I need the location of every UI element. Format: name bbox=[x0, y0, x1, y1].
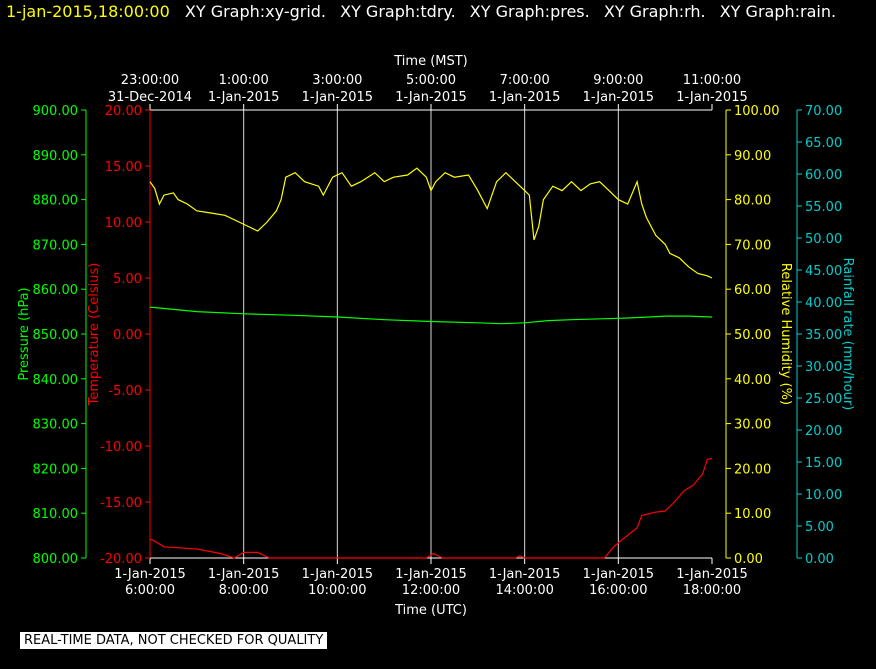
graph-title-rain: XY Graph:rain. bbox=[719, 2, 837, 21]
timestamp: 1-jan-2015,18:00:00 bbox=[6, 2, 170, 21]
x-tick-label-top-time: 9:00:00 bbox=[593, 73, 643, 88]
graph-title-xy-grid: XY Graph:xy-grid. bbox=[184, 2, 327, 21]
humidity-tick-label: 90.00 bbox=[734, 149, 771, 164]
rain-tick-label: 45.00 bbox=[805, 264, 842, 279]
pressure-tick-label: 850.00 bbox=[33, 328, 79, 343]
rain-tick-label: 40.00 bbox=[805, 296, 842, 311]
temperature-tick-label: 0.00 bbox=[113, 328, 142, 343]
x-tick-label-top-date: 1-Jan-2015 bbox=[395, 90, 467, 105]
pressure-tick-label: 840.00 bbox=[33, 373, 79, 388]
x-tick-label-top-time: 7:00:00 bbox=[500, 73, 550, 88]
temperature-tick-label: 10.00 bbox=[105, 216, 142, 231]
pressure-tick-label: 810.00 bbox=[33, 507, 79, 522]
x-tick-label-date: 1-Jan-2015 bbox=[395, 567, 467, 582]
temperature-tick-label: -5.00 bbox=[108, 384, 142, 399]
temperature-tick-label: -20.00 bbox=[100, 552, 142, 567]
x-axis-label-bottom: Time (UTC) bbox=[394, 603, 467, 618]
humidity-tick-label: 50.00 bbox=[734, 328, 771, 343]
rain-tick-label: 30.00 bbox=[805, 360, 842, 375]
humidity-tick-label: 10.00 bbox=[734, 507, 771, 522]
x-tick-label-time: 14:00:00 bbox=[495, 583, 553, 598]
series-line-tdry bbox=[149, 457, 713, 559]
x-tick-label-top-time: 5:00:00 bbox=[406, 73, 456, 88]
pressure-axis-label: Pressure (hPa) bbox=[17, 287, 32, 380]
humidity-tick-label: 60.00 bbox=[734, 283, 771, 298]
pressure-tick-label: 900.00 bbox=[33, 104, 79, 119]
x-tick-label-top-time: 11:00:00 bbox=[683, 73, 741, 88]
humidity-tick-label: 80.00 bbox=[734, 194, 771, 209]
graph-title-tdry: XY Graph:tdry. bbox=[340, 2, 456, 21]
x-axis-label-top: Time (MST) bbox=[393, 54, 468, 69]
x-tick-label-top-time: 1:00:00 bbox=[219, 73, 269, 88]
x-tick-label-date: 1-Jan-2015 bbox=[302, 567, 374, 582]
temperature-tick-label: 20.00 bbox=[105, 104, 142, 119]
x-tick-label-top-time: 23:00:00 bbox=[121, 73, 179, 88]
x-tick-label-date: 1-Jan-2015 bbox=[583, 567, 655, 582]
series-line-pres bbox=[149, 306, 713, 325]
rain-tick-label: 60.00 bbox=[805, 168, 842, 183]
x-tick-label-top-time: 3:00:00 bbox=[312, 73, 362, 88]
temperature-tick-label: -10.00 bbox=[100, 440, 142, 455]
pressure-tick-label: 820.00 bbox=[33, 462, 79, 477]
x-tick-label-time: 18:00:00 bbox=[683, 583, 741, 598]
rain-tick-label: 50.00 bbox=[805, 232, 842, 247]
rain-tick-label: 5.00 bbox=[805, 520, 834, 535]
pressure-tick-label: 870.00 bbox=[33, 238, 79, 253]
rain-tick-label: 20.00 bbox=[805, 424, 842, 439]
rain-tick-label: 10.00 bbox=[805, 488, 842, 503]
x-tick-label-time: 16:00:00 bbox=[589, 583, 647, 598]
rain-tick-label: 25.00 bbox=[805, 392, 842, 407]
x-tick-label-date: 1-Jan-2015 bbox=[489, 567, 561, 582]
pressure-tick-label: 890.00 bbox=[33, 149, 79, 164]
x-tick-label-time: 10:00:00 bbox=[308, 583, 366, 598]
humidity-tick-label: 40.00 bbox=[734, 373, 771, 388]
x-tick-label-time: 12:00:00 bbox=[402, 583, 460, 598]
pressure-tick-label: 880.00 bbox=[33, 194, 79, 209]
humidity-tick-label: 100.00 bbox=[734, 104, 780, 119]
x-tick-label-top-date: 1-Jan-2015 bbox=[302, 90, 374, 105]
x-tick-label-date: 1-Jan-2015 bbox=[676, 567, 748, 582]
humidity-tick-label: 20.00 bbox=[734, 462, 771, 477]
rain-tick-label: 65.00 bbox=[805, 136, 842, 151]
graph-title-pres: XY Graph:pres. bbox=[469, 2, 590, 21]
x-tick-label-top-date: 1-Jan-2015 bbox=[676, 90, 748, 105]
pressure-tick-label: 830.00 bbox=[33, 418, 79, 433]
rain-tick-label: 55.00 bbox=[805, 200, 842, 215]
humidity-tick-label: 0.00 bbox=[734, 552, 763, 567]
rain-tick-label: 35.00 bbox=[805, 328, 842, 343]
x-tick-label-top-date: 1-Jan-2015 bbox=[583, 90, 655, 105]
x-tick-label-top-date: 31-Dec-2014 bbox=[108, 90, 192, 105]
x-tick-label-date: 1-Jan-2015 bbox=[114, 567, 186, 582]
rain-axis-label: Rainfall rate (mm/hour) bbox=[840, 258, 855, 411]
pressure-tick-label: 860.00 bbox=[33, 283, 79, 298]
series-line-rh bbox=[149, 167, 713, 279]
humidity-tick-label: 30.00 bbox=[734, 418, 771, 433]
temperature-tick-label: -15.00 bbox=[100, 496, 142, 511]
temperature-tick-label: 15.00 bbox=[105, 160, 142, 175]
humidity-axis-label: Relative Humidity (%) bbox=[778, 263, 793, 405]
x-tick-label-date: 1-Jan-2015 bbox=[208, 567, 280, 582]
quality-notice: REAL-TIME DATA, NOT CHECKED FOR QUALITY bbox=[20, 632, 328, 649]
rain-tick-label: 70.00 bbox=[805, 104, 842, 119]
graph-title-rh: XY Graph:rh. bbox=[603, 2, 706, 21]
x-tick-label-top-date: 1-Jan-2015 bbox=[208, 90, 280, 105]
rain-tick-label: 0.00 bbox=[805, 552, 834, 567]
temperature-axis-label: Temperature (Celsius) bbox=[87, 263, 102, 407]
title-bar: 1-jan-2015,18:00:00 XY Graph:xy-grid. XY… bbox=[6, 2, 845, 21]
humidity-tick-label: 70.00 bbox=[734, 238, 771, 253]
pressure-tick-label: 800.00 bbox=[33, 552, 79, 567]
rain-tick-label: 15.00 bbox=[805, 456, 842, 471]
x-tick-label-time: 6:00:00 bbox=[125, 583, 175, 598]
x-tick-label-top-date: 1-Jan-2015 bbox=[489, 90, 561, 105]
x-tick-label-time: 8:00:00 bbox=[219, 583, 269, 598]
temperature-tick-label: 5.00 bbox=[113, 272, 142, 287]
